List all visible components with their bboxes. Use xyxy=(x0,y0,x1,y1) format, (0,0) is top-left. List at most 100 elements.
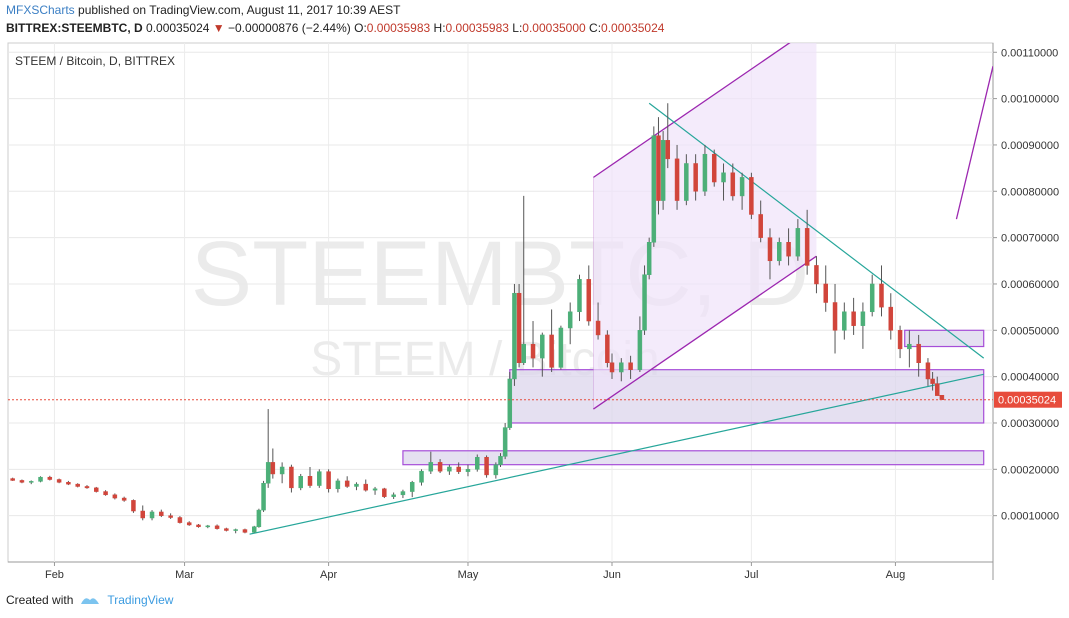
candle-body xyxy=(777,242,782,262)
x-tick-label: Aug xyxy=(886,569,906,581)
candle-body xyxy=(28,481,34,483)
candle-body xyxy=(512,292,517,380)
candle-body xyxy=(419,470,424,483)
close-label: C: xyxy=(589,21,602,35)
candle-body xyxy=(540,334,545,359)
candle-body xyxy=(656,135,661,201)
candle-body xyxy=(19,480,25,483)
candle-body xyxy=(256,509,262,528)
x-tick-label: Jun xyxy=(603,569,621,581)
candle-body xyxy=(233,529,238,531)
candle-body xyxy=(140,510,145,519)
y-tick-label: 0.00050000 xyxy=(1001,325,1059,337)
candle-body xyxy=(549,334,554,368)
x-tick-label: Feb xyxy=(45,569,64,581)
candle-body xyxy=(930,378,935,384)
candle-body xyxy=(749,177,754,215)
candle-body xyxy=(665,140,671,160)
y-axis: 0.00010000 0.00020000 0.00030000 0.00040000… xyxy=(993,47,1059,523)
candle-body xyxy=(674,158,680,201)
candle-body xyxy=(879,283,884,308)
candle-body xyxy=(619,362,624,373)
ohlc-line: BITTREX:STEEMBTC, D 0.00035024 ▼ −0.0000… xyxy=(6,21,664,35)
candle-body xyxy=(823,283,828,303)
support-zone-2 xyxy=(402,450,985,466)
publish-info: MFXSCharts published on TradingView.com,… xyxy=(6,3,400,17)
footer: Created with TradingView xyxy=(6,593,173,607)
candle-body xyxy=(888,306,894,331)
candle-body xyxy=(567,311,573,329)
plot-area xyxy=(7,42,994,563)
candle-body xyxy=(205,525,211,528)
candle-body xyxy=(795,228,801,257)
price-change: −0.00000876 (−2.44%) xyxy=(228,21,351,35)
candle-body xyxy=(693,163,698,192)
candle-body xyxy=(851,311,856,326)
y-tick-label: 0.00020000 xyxy=(1001,464,1059,476)
y-tick-label: 0.00080000 xyxy=(1001,186,1059,198)
candle-body xyxy=(642,274,647,331)
high-value: 0.00035983 xyxy=(445,21,509,35)
candle-body xyxy=(224,528,229,531)
candle-body xyxy=(507,378,513,428)
last-price: 0.00035024 xyxy=(146,21,210,35)
candle-body xyxy=(605,334,610,363)
candle-body xyxy=(84,486,90,489)
open-value: 0.00035983 xyxy=(366,21,431,35)
tradingview-logo-icon xyxy=(81,598,100,604)
candle-body xyxy=(344,480,350,487)
candle-body xyxy=(493,464,499,476)
publisher-name[interactable]: MFXSCharts xyxy=(6,3,75,17)
y-tick-label: 0.00010000 xyxy=(1001,511,1059,523)
candle-body xyxy=(103,491,108,496)
candle-body xyxy=(475,457,480,470)
candle-body xyxy=(317,471,322,486)
candle-body xyxy=(907,343,912,350)
symbol-label: BITTREX:STEEMBTC, D xyxy=(6,21,143,35)
candle-body xyxy=(646,242,652,275)
candle-body xyxy=(307,476,313,486)
close-value: 0.00035024 xyxy=(601,21,665,35)
candle-body xyxy=(47,476,53,480)
support-zone-1 xyxy=(509,369,985,424)
y-tick-label: 0.00030000 xyxy=(1001,418,1059,430)
candle-body xyxy=(586,279,592,322)
candle-body xyxy=(521,343,526,363)
candle-body xyxy=(721,172,726,183)
candles xyxy=(10,103,945,534)
candle-body xyxy=(363,483,369,491)
candle-body xyxy=(289,466,294,489)
candle-body xyxy=(637,330,643,370)
candle-body xyxy=(298,476,303,489)
candle-body xyxy=(326,471,331,490)
candle-body xyxy=(437,462,443,472)
change-down-icon: ▼ xyxy=(212,21,225,35)
candle-body xyxy=(252,526,257,533)
x-tick-label: Jul xyxy=(744,569,758,581)
candle-body xyxy=(56,479,62,483)
candle-body xyxy=(842,311,847,331)
candle-body xyxy=(786,242,791,257)
candle-body xyxy=(391,494,396,497)
y-tick-label: 0.00090000 xyxy=(1001,140,1059,152)
y-tick-label: 0.00070000 xyxy=(1001,233,1059,245)
candle-body xyxy=(939,395,945,400)
candle-body xyxy=(168,515,173,518)
candle-body xyxy=(456,466,461,472)
tradingview-brand-link[interactable]: TradingView xyxy=(107,593,174,607)
y-tick-label: 0.00100000 xyxy=(1001,94,1059,106)
x-axis: Feb Mar Apr May Jun Jul Aug xyxy=(45,562,905,581)
channel-lower-line xyxy=(593,255,817,410)
candle-body xyxy=(595,320,601,336)
candle-body xyxy=(804,228,810,266)
candle-body xyxy=(354,483,359,487)
high-label: H: xyxy=(433,21,446,35)
candle-body xyxy=(214,525,220,529)
candle-body xyxy=(860,311,866,326)
candle-body xyxy=(66,482,71,485)
created-with-label: Created with xyxy=(6,593,74,607)
candle-body xyxy=(149,511,155,519)
candle-body xyxy=(739,177,745,197)
candle-body xyxy=(409,482,415,492)
